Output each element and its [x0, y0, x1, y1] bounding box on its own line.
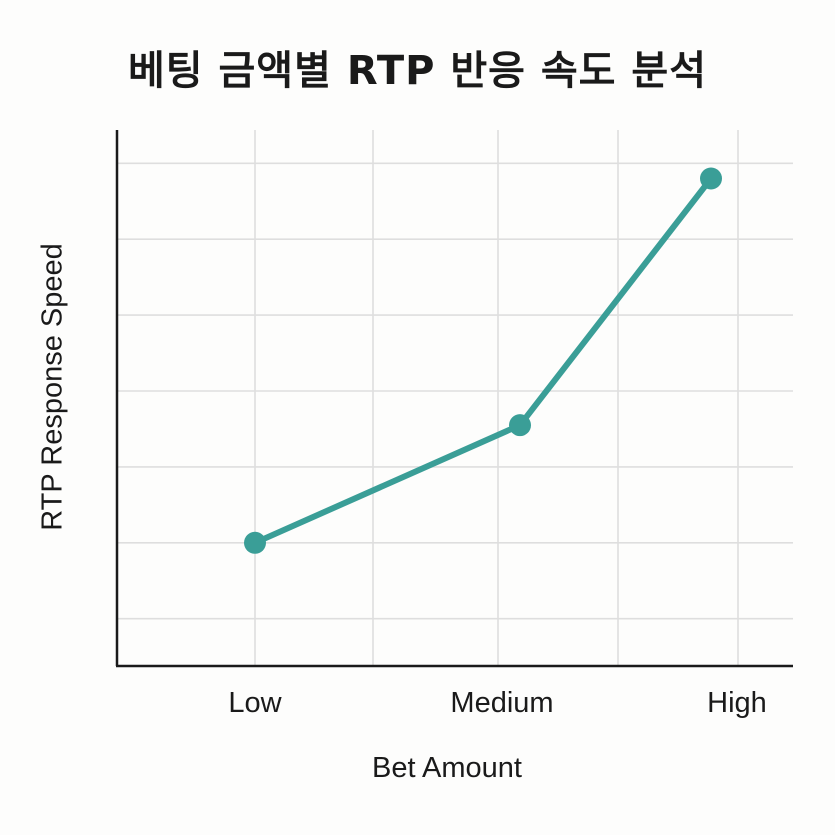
- data-point-medium: [509, 414, 531, 437]
- x-tick-label-high: High: [707, 687, 767, 719]
- series-line-0: [252, 175, 714, 546]
- series-layer: [244, 167, 722, 554]
- x-tick-label-medium: Medium: [450, 687, 553, 719]
- x-tick-labels: Low Medium High: [228, 687, 766, 719]
- data-point-low: [244, 531, 266, 554]
- x-tick-label-low: Low: [228, 687, 282, 719]
- y-axis-label: RTP Response Speed: [36, 243, 69, 531]
- x-axis-label: Bet Amount: [372, 752, 522, 784]
- grid-lines: [117, 130, 793, 666]
- data-point-high: [700, 167, 722, 190]
- chart-title: 베팅 금액별 RTP 반응 속도 분석: [127, 48, 708, 94]
